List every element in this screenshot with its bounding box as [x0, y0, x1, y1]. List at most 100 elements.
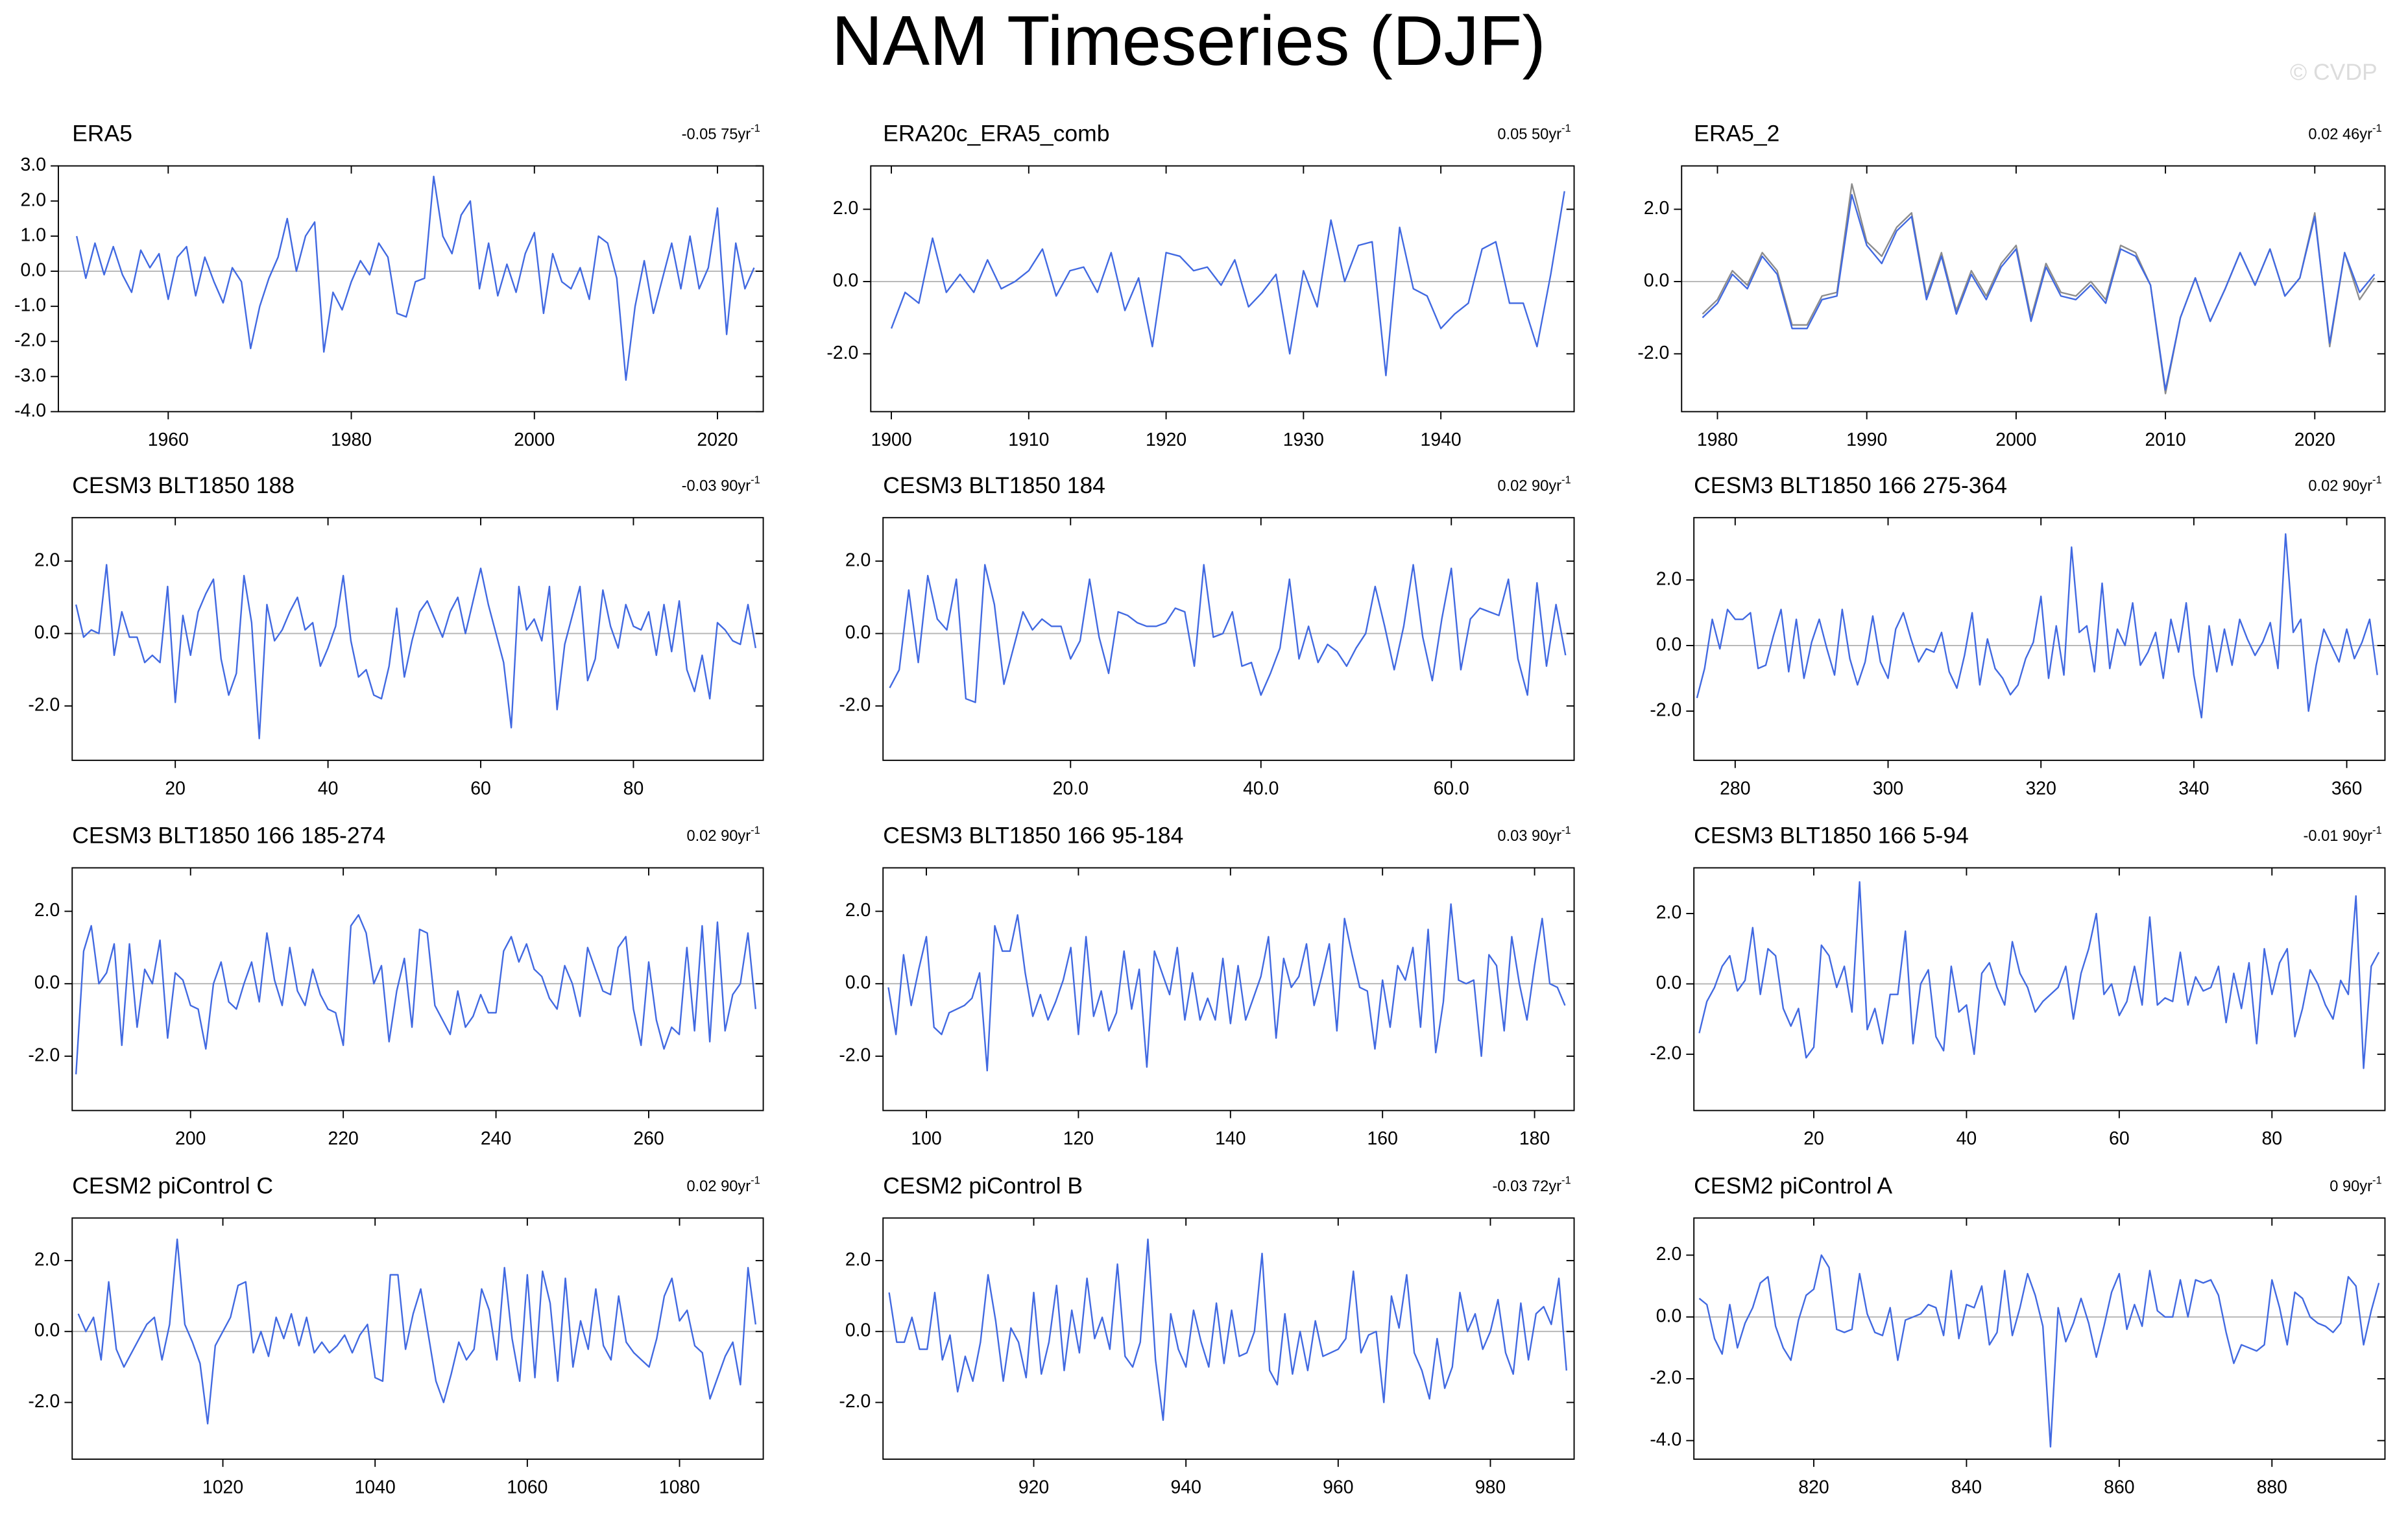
- y-tick-label: -2.0: [839, 1391, 871, 1412]
- data-line: [1702, 194, 2376, 391]
- x-tick-label: 200: [175, 1128, 206, 1149]
- panel-title: CESM2 piControl B: [883, 1172, 1083, 1198]
- data-line: [76, 175, 755, 381]
- y-tick-label: 0.0: [34, 1320, 60, 1341]
- trend-value: -0.05 75yr: [682, 127, 751, 143]
- y-tick-label: -2.0: [14, 330, 46, 351]
- x-tick-label: 80: [623, 778, 644, 799]
- trend-value: -0.03 72yr: [1493, 1178, 1562, 1195]
- y-tick-label: -2.0: [28, 1391, 60, 1412]
- data-line: [1702, 183, 2376, 394]
- panel-title: CESM3 BLT1850 188: [72, 472, 295, 498]
- x-tick-label: 40: [1956, 1128, 1977, 1149]
- trend-unit-exponent: -1: [1561, 474, 1571, 486]
- y-tick-label: 0.0: [21, 260, 46, 281]
- x-tick-label: 240: [481, 1128, 511, 1149]
- trend-value: 0.02 90yr: [686, 828, 751, 845]
- y-tick-label: 0.0: [1656, 1305, 1681, 1326]
- x-tick-label: 100: [911, 1128, 941, 1149]
- x-tick-label: 20.0: [1053, 778, 1089, 799]
- y-tick-label: 2.0: [1644, 198, 1669, 219]
- x-tick-label: 2010: [2145, 430, 2186, 450]
- panel: CESM3 BLT1850 188 -0.03 90yr-1 -2.0 0.0 2.0 2…: [28, 472, 764, 799]
- x-tick-label: 820: [1798, 1477, 1829, 1497]
- x-tick-label: 1910: [1008, 430, 1049, 450]
- data-line: [1698, 881, 2380, 1069]
- y-tick-label: -1.0: [14, 295, 46, 316]
- trend-value: -0.01 90yr: [2304, 828, 2373, 845]
- panel-title: CESM2 piControl C: [72, 1172, 273, 1198]
- trend-annotation: -0.01 90yr-1: [2304, 824, 2382, 845]
- y-tick-label: 0.0: [845, 1320, 871, 1341]
- x-tick-label: 40.0: [1243, 778, 1279, 799]
- trend-annotation: 0.02 46yr-1: [2308, 122, 2381, 143]
- y-tick-label: 0.0: [1644, 270, 1669, 291]
- panel: CESM3 BLT1850 166 5-94 -0.01 90yr-1 -2.0 0.…: [1650, 823, 2386, 1149]
- x-tick-label: 1930: [1283, 430, 1324, 450]
- x-tick-label: 2020: [2294, 430, 2335, 450]
- x-tick-label: 1940: [1421, 430, 1462, 450]
- trend-unit-exponent: -1: [751, 1174, 760, 1187]
- y-tick-label: 2.0: [34, 1249, 60, 1270]
- trend-unit-exponent: -1: [751, 122, 760, 134]
- trend-annotation: 0.02 90yr-1: [1497, 474, 1571, 494]
- x-tick-label: 260: [633, 1128, 664, 1149]
- trend-unit-exponent: -1: [1561, 1174, 1571, 1187]
- x-tick-label: 1020: [202, 1477, 243, 1497]
- data-line: [1696, 533, 2378, 719]
- x-tick-label: 920: [1018, 1477, 1049, 1497]
- data-line: [75, 564, 756, 740]
- panel: ERA20c_ERA5_comb 0.05 50yr-1 -2.0 0.0 2.0 190…: [826, 121, 1575, 450]
- panel: CESM3 BLT1850 166 185-274 0.02 90yr-1 -2.0…: [28, 823, 764, 1149]
- y-tick-label: 0.0: [833, 270, 858, 291]
- x-tick-label: 300: [1873, 778, 1903, 799]
- x-tick-label: 220: [328, 1128, 358, 1149]
- y-tick-label: 0.0: [34, 973, 60, 993]
- y-tick-label: 2.0: [1656, 568, 1681, 589]
- y-tick-label: -2.0: [1650, 1043, 1681, 1063]
- figure-title: NAM Timeseries (DJF): [832, 1, 1546, 80]
- panel: ERA5 -0.05 75yr-1 -4.0 -3.0 -2.0 -1.0 0.0 1.0 2.…: [14, 121, 764, 450]
- trend-annotation: -0.05 75yr-1: [682, 122, 760, 143]
- y-tick-label: -4.0: [14, 400, 46, 421]
- trend-value: 0.03 90yr: [1497, 828, 1561, 845]
- x-tick-label: 2000: [1995, 430, 2036, 450]
- plot-frame: [71, 516, 764, 761]
- trend-unit-exponent: -1: [1561, 122, 1571, 134]
- panel-title: CESM3 BLT1850 166 185-274: [72, 823, 385, 849]
- data-line: [890, 191, 1565, 376]
- data-line: [1698, 1254, 2380, 1448]
- y-tick-label: 1.0: [21, 224, 46, 245]
- trend-value: 0.02 46yr: [2308, 127, 2372, 143]
- x-tick-label: 960: [1323, 1477, 1353, 1497]
- y-tick-label: -2.0: [1650, 700, 1681, 721]
- y-tick-label: 0.0: [34, 622, 60, 643]
- data-line: [888, 1238, 1567, 1422]
- panel-title: CESM3 BLT1850 166 275-364: [1694, 472, 2007, 498]
- trend-value: 0.02 90yr: [2308, 478, 2372, 495]
- x-tick-label: 1920: [1146, 430, 1186, 450]
- x-tick-label: 1980: [331, 430, 372, 450]
- trend-annotation: 0.02 90yr-1: [2308, 474, 2381, 494]
- y-tick-label: -2.0: [1637, 343, 1669, 363]
- trend-unit-exponent: -1: [2372, 1174, 2382, 1187]
- panel: CESM2 piControl B -0.03 72yr-1 -2.0 0.0 2.0 9…: [839, 1172, 1575, 1497]
- plot-frame: [882, 1217, 1575, 1460]
- plot-frame: [1681, 165, 2386, 413]
- x-tick-label: 160: [1367, 1128, 1398, 1149]
- y-tick-label: 0.0: [1656, 634, 1681, 655]
- panel-title: CESM3 BLT1850 184: [883, 472, 1105, 498]
- plot-frame: [71, 867, 764, 1111]
- trend-value: -0.03 90yr: [682, 478, 751, 495]
- y-tick-label: 2.0: [845, 900, 871, 921]
- x-tick-label: 360: [2331, 778, 2362, 799]
- x-tick-label: 940: [1170, 1477, 1201, 1497]
- trend-value: 0.02 90yr: [1497, 478, 1561, 495]
- y-tick-label: 3.0: [21, 154, 46, 175]
- trend-unit-exponent: -1: [751, 474, 760, 486]
- watermark: © CVDP: [2290, 59, 2378, 85]
- panel-title: CESM2 piControl A: [1694, 1172, 1892, 1198]
- panel: CESM3 BLT1850 166 95-184 0.03 90yr-1 -2.0 0…: [839, 823, 1575, 1149]
- trend-unit-exponent: -1: [751, 824, 760, 836]
